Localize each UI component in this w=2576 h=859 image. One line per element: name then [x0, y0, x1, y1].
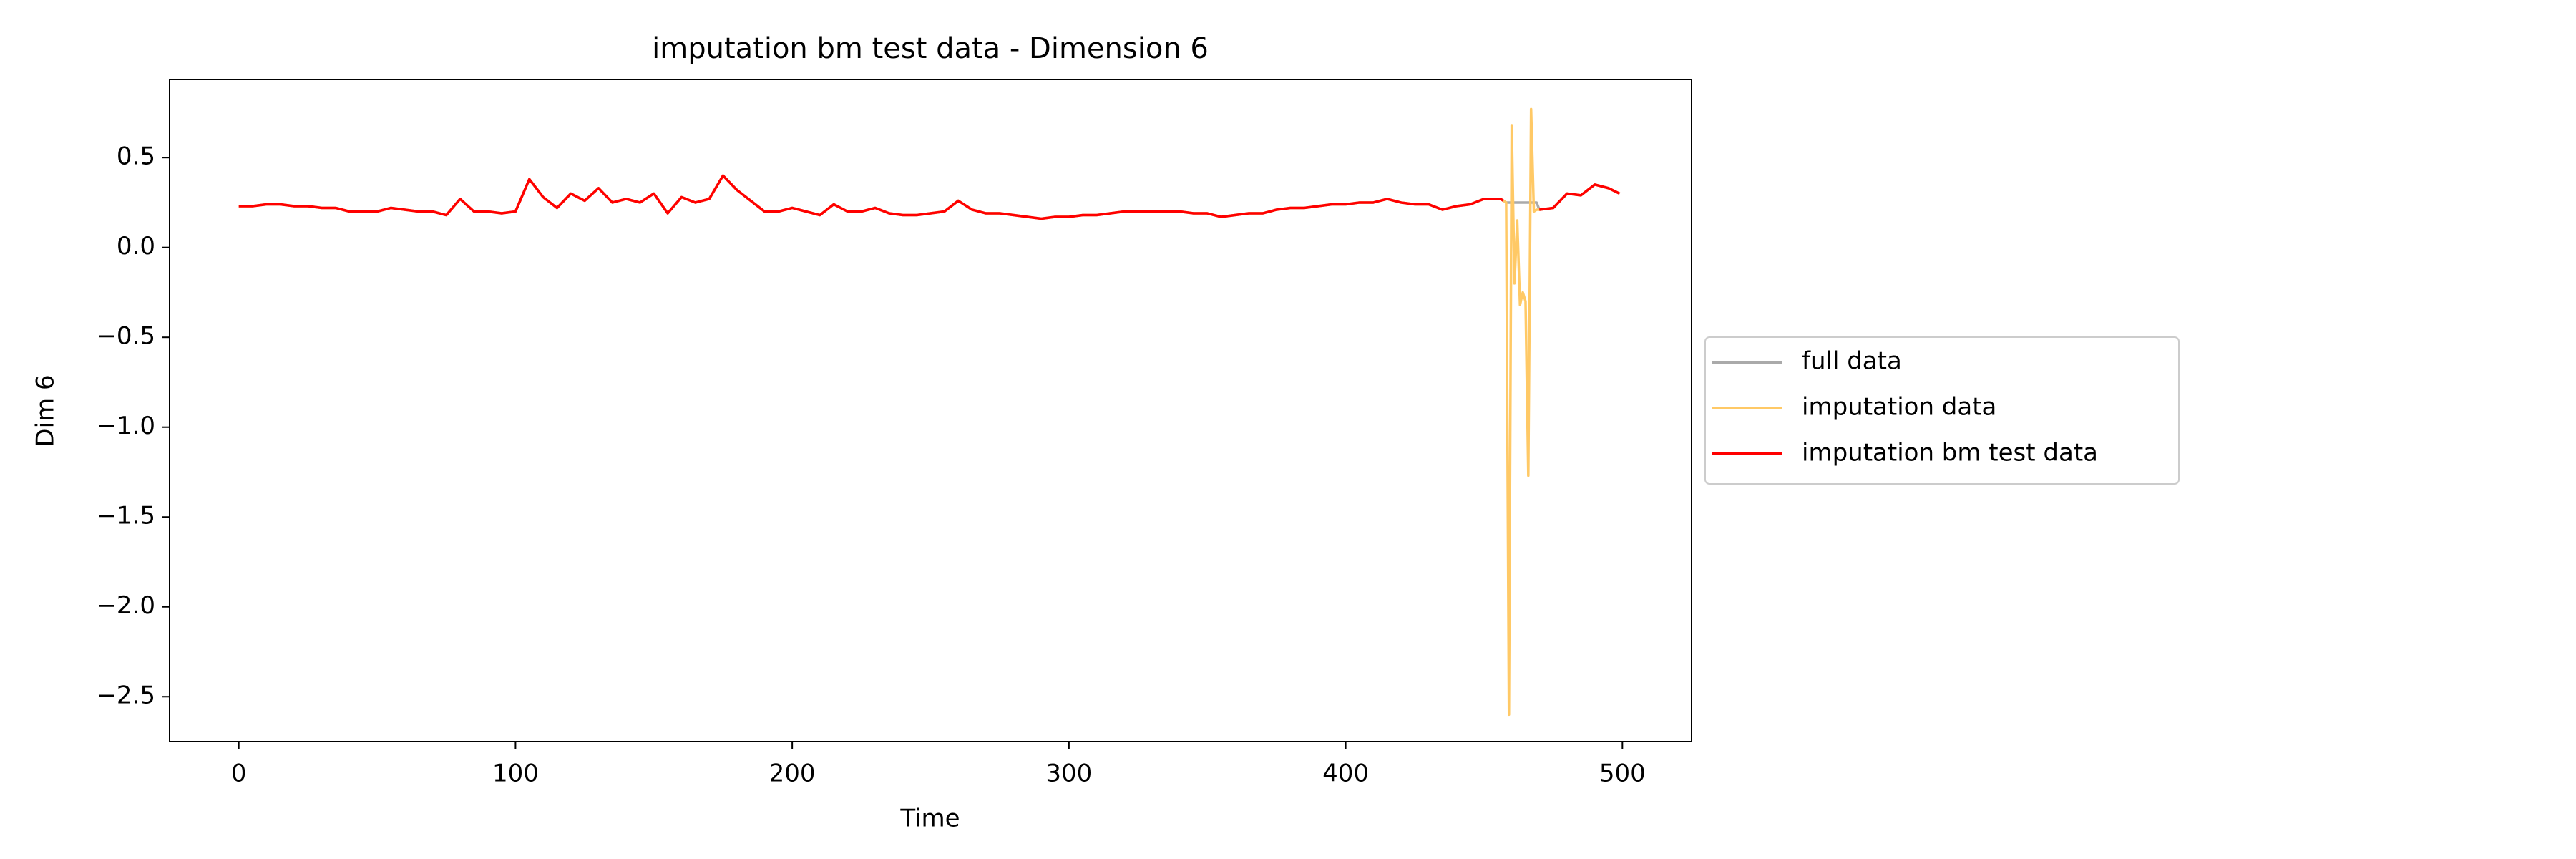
legend-label: full data	[1802, 347, 1902, 376]
x-axis-label: Time	[899, 805, 960, 833]
series-line	[238, 174, 1621, 220]
y-tick-label: 0.5	[117, 142, 155, 171]
x-tick-label: 100	[492, 759, 539, 788]
legend-label: imputation bm test data	[1802, 439, 2098, 467]
y-tick-label: −2.0	[96, 591, 155, 620]
y-tick-label: −2.5	[96, 681, 155, 710]
x-tick-label: 200	[769, 759, 816, 788]
x-tick-label: 0	[231, 759, 247, 788]
y-tick-label: −1.5	[96, 502, 155, 530]
plot-frame	[169, 79, 1692, 742]
y-axis-label: Dim 6	[31, 374, 60, 447]
x-tick-label: 400	[1322, 759, 1369, 788]
legend-label: imputation data	[1802, 393, 1996, 422]
legend-box	[1704, 336, 2180, 485]
y-tick-label: −1.0	[96, 412, 155, 440]
chart-title: imputation bm test data - Dimension 6	[652, 32, 1209, 65]
y-tick-label: 0.0	[117, 232, 155, 261]
x-tick-label: 500	[1599, 759, 1646, 788]
x-tick-label: 300	[1045, 759, 1092, 788]
y-tick-label: −0.5	[96, 322, 155, 351]
